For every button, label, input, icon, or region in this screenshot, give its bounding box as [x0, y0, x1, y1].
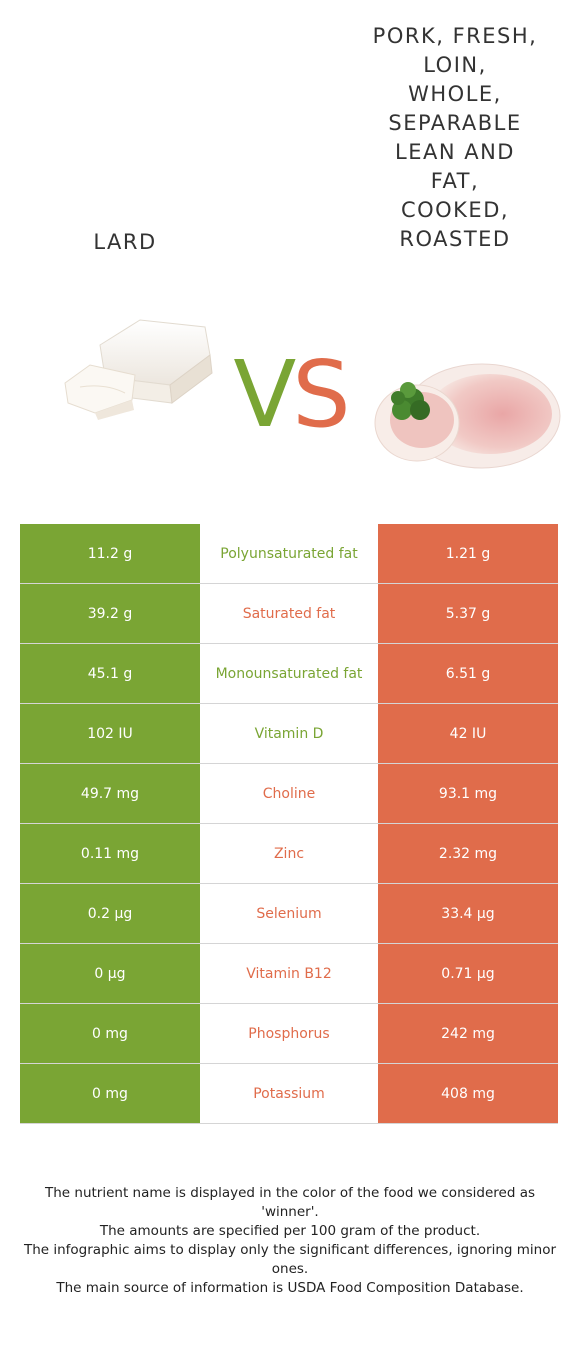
- right-value: 6.51 g: [378, 644, 558, 703]
- table-row: 39.2 g Saturated fat 5.37 g: [20, 584, 558, 644]
- left-value: 39.2 g: [20, 584, 200, 643]
- right-food-title: PORK, FRESH, LOIN, WHOLE, SEPARABLE LEAN…: [372, 24, 538, 251]
- nutrient-name: Saturated fat: [200, 584, 378, 643]
- right-value: 1.21 g: [378, 524, 558, 583]
- right-value: 242 mg: [378, 1004, 558, 1063]
- footer-line: The nutrient name is displayed in the co…: [44, 1185, 536, 1220]
- table-row: 49.7 mg Choline 93.1 mg: [20, 764, 558, 824]
- left-value: 0 mg: [20, 1004, 200, 1063]
- nutrient-name: Potassium: [200, 1064, 378, 1123]
- left-value: 0 mg: [20, 1064, 200, 1123]
- left-value: 45.1 g: [20, 644, 200, 703]
- lard-image: [64, 319, 213, 420]
- left-food-title: LARD: [93, 230, 157, 254]
- table-row: 0 µg Vitamin B12 0.71 µg: [20, 944, 558, 1004]
- right-value: 42 IU: [378, 704, 558, 763]
- right-value: 408 mg: [378, 1064, 558, 1123]
- nutrient-name: Choline: [200, 764, 378, 823]
- footer-line: The infographic aims to display only the…: [23, 1242, 557, 1277]
- nutrient-name: Vitamin B12: [200, 944, 378, 1003]
- table-row: 45.1 g Monounsaturated fat 6.51 g: [20, 644, 558, 704]
- left-value: 0 µg: [20, 944, 200, 1003]
- table-row: 0.11 mg Zinc 2.32 mg: [20, 824, 558, 884]
- footer-line: The main source of information is USDA F…: [56, 1280, 524, 1296]
- left-value: 11.2 g: [20, 524, 200, 583]
- nutrient-name: Vitamin D: [200, 704, 378, 763]
- table-row: 0 mg Phosphorus 242 mg: [20, 1004, 558, 1064]
- table-row: 0 mg Potassium 408 mg: [20, 1064, 558, 1124]
- table-row: 11.2 g Polyunsaturated fat 1.21 g: [20, 524, 558, 584]
- pork-image: [374, 363, 561, 469]
- nutrient-name: Polyunsaturated fat: [200, 524, 378, 583]
- left-value: 0.11 mg: [20, 824, 200, 883]
- left-value: 0.2 µg: [20, 884, 200, 943]
- right-value: 93.1 mg: [378, 764, 558, 823]
- nutrient-name: Selenium: [200, 884, 378, 943]
- nutrient-name: Zinc: [200, 824, 378, 883]
- nutrient-table: 11.2 g Polyunsaturated fat 1.21 g 39.2 g…: [20, 524, 558, 1124]
- footer-line: The amounts are specified per 100 gram o…: [99, 1223, 481, 1239]
- nutrient-name: Phosphorus: [200, 1004, 378, 1063]
- table-row: 0.2 µg Selenium 33.4 µg: [20, 884, 558, 944]
- right-value: 0.71 µg: [378, 944, 558, 1003]
- right-value: 33.4 µg: [378, 884, 558, 943]
- left-value: 102 IU: [20, 704, 200, 763]
- right-value: 5.37 g: [378, 584, 558, 643]
- table-row: 102 IU Vitamin D 42 IU: [20, 704, 558, 764]
- right-value: 2.32 mg: [378, 824, 558, 883]
- nutrient-name: Monounsaturated fat: [200, 644, 378, 703]
- footer-notes: The nutrient name is displayed in the co…: [20, 1184, 560, 1298]
- left-value: 49.7 mg: [20, 764, 200, 823]
